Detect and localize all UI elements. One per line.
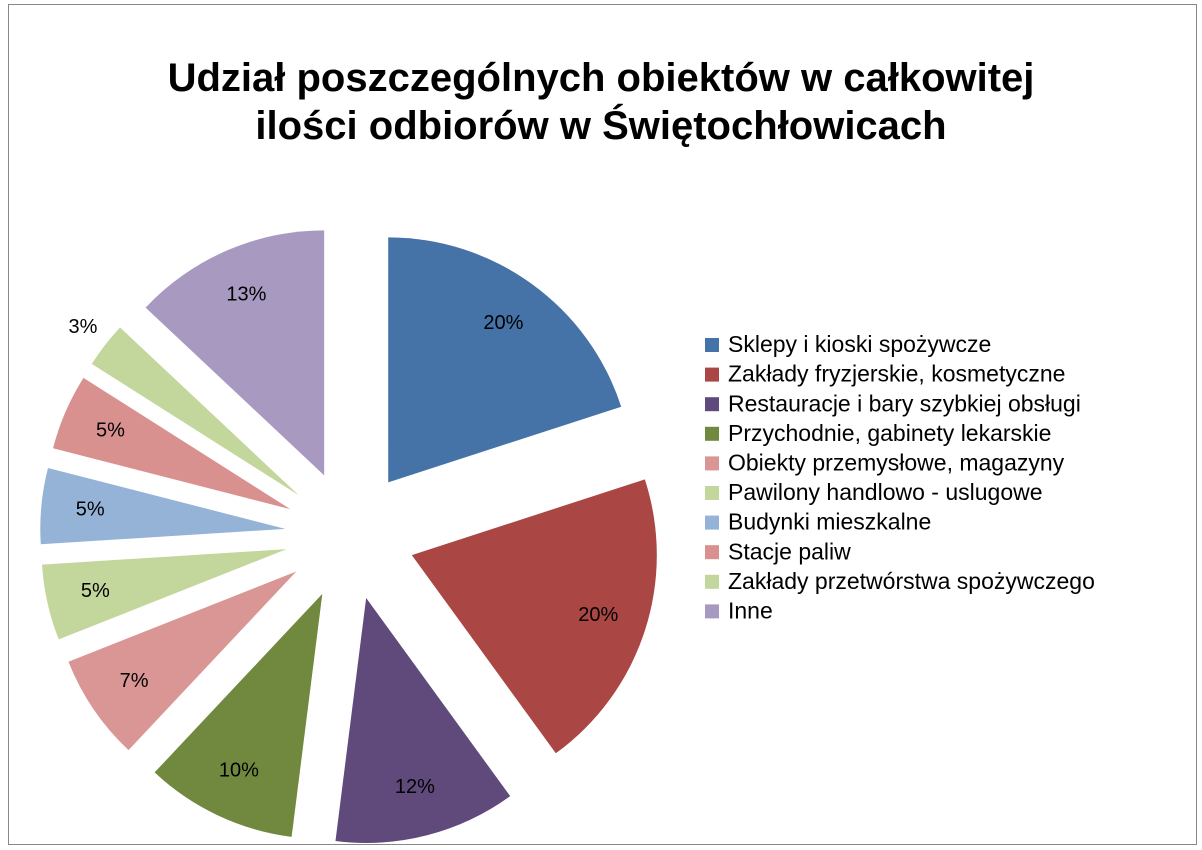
data-label: 12% [395, 776, 435, 798]
legend-swatch [705, 456, 719, 471]
legend-swatch [705, 338, 719, 352]
legend-swatch [705, 397, 719, 412]
pie-slice [154, 593, 323, 837]
pie-slice [53, 377, 291, 510]
pie-slice [145, 230, 325, 476]
legend-swatch [705, 545, 719, 560]
data-label: 5% [81, 580, 110, 602]
pie-slice [91, 327, 299, 496]
pie-slice [335, 597, 511, 843]
legend-label: Sklepy i kioski spożywcze [728, 331, 991, 357]
pie-slice [411, 479, 657, 754]
legend-label: Zakłady przetwórstwa spożywczego [728, 568, 1095, 594]
legend-label: Budynki mieszkalne [728, 509, 931, 535]
data-label: 20% [483, 312, 523, 334]
pie-slice [42, 549, 287, 640]
data-label: 3% [68, 316, 97, 338]
legend-swatch [705, 574, 719, 589]
data-label: 10% [219, 759, 259, 781]
legend-swatch [705, 515, 719, 530]
legend-label: Pawilony handlowo - uslugowe [728, 479, 1043, 505]
legend-label: Obiekty przemysłowe, magazyny [728, 449, 1065, 475]
legend-swatch [705, 486, 719, 500]
legend-label: Stacje paliw [728, 538, 851, 564]
data-label: 20% [578, 604, 618, 626]
data-label: 5% [76, 499, 105, 521]
chart-title: Udział poszczególnych obiektów w całkowi… [168, 56, 1035, 148]
legend-label: Przychodnie, gabinety lekarskie [728, 420, 1051, 446]
pie-slice [388, 237, 622, 483]
legend-label: Inne [728, 597, 773, 623]
legend-swatch [705, 367, 719, 382]
data-label: 5% [96, 420, 125, 442]
pie-slice [40, 467, 286, 545]
data-label: 7% [120, 670, 149, 692]
data-label: 13% [226, 284, 266, 306]
pie-slice [68, 571, 297, 751]
legend-swatch [705, 604, 719, 619]
legend-swatch [705, 426, 719, 441]
legend-label: Restauracje i bary szybkiej obsługi [728, 390, 1081, 416]
legend-label: Zakłady fryzjerskie, kosmetyczne [728, 361, 1065, 387]
